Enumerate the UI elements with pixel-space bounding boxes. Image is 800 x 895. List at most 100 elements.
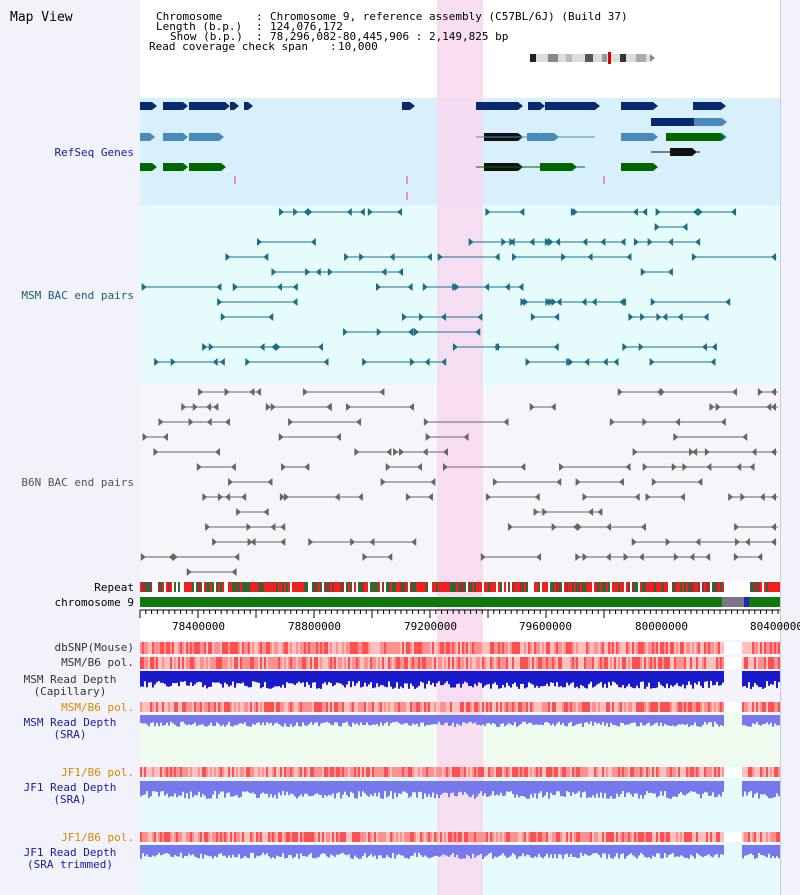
bac-end-marker [485, 493, 491, 501]
depth-bar [378, 671, 380, 687]
dbsnp-cell [222, 642, 224, 654]
jf1-pol-cell [394, 832, 396, 842]
jf1-pol-cell [536, 832, 538, 842]
depth-bar [714, 845, 716, 856]
depth-bar [578, 715, 580, 724]
depth-bar [584, 671, 586, 688]
repeat-segment [420, 582, 422, 592]
depth-bar [530, 845, 532, 858]
depth-bar [296, 781, 298, 799]
bac-end-marker [673, 433, 679, 441]
depth-bar [646, 781, 648, 792]
msm-pol-sra-cell [688, 702, 690, 712]
jf1-pol-cell [326, 767, 328, 777]
depth-bar [552, 671, 554, 683]
jf1-pol-cell [354, 767, 356, 777]
msm-pol-sra-cell [752, 702, 754, 712]
jf1-pol-cell [418, 832, 420, 842]
depth-bar [478, 845, 480, 856]
bac-end-marker [231, 568, 237, 576]
bac-end-marker [654, 223, 660, 231]
depth-bar [530, 781, 532, 795]
jf1-pol-cell [716, 767, 718, 777]
msm-pol-cell [274, 657, 276, 669]
jf1-pol-cell [618, 832, 620, 842]
depth-bar [200, 781, 202, 798]
depth-bar [216, 781, 218, 799]
depth-bar [586, 715, 588, 723]
repeat-segment [762, 582, 764, 592]
dbsnp-cell [340, 642, 342, 654]
depth-bar [410, 671, 412, 684]
msm-pol-sra-cell [298, 702, 300, 712]
depth-bar [170, 715, 172, 722]
track-label-msm-bac[interactable]: MSM BAC end pairs [21, 289, 134, 302]
dbsnp-cell [152, 642, 154, 654]
msm-pol-cell [398, 657, 400, 669]
msm-pol-sra-cell [164, 702, 166, 712]
depth-bar [694, 715, 696, 723]
msm-pol-sra-cell [726, 702, 728, 712]
jf1-pol-cell [502, 832, 504, 842]
depth-bar [660, 715, 662, 723]
depth-bar [244, 845, 246, 857]
depth-bar [176, 845, 178, 857]
repeat-segment [768, 582, 770, 592]
msm-pol-cell [434, 657, 436, 669]
msm-pol-sra-cell [274, 702, 276, 712]
msm-pol-sra-cell [562, 702, 564, 712]
repeat-segment [146, 582, 148, 592]
dbsnp-cell [714, 642, 716, 654]
msm-pol-cell [450, 657, 452, 669]
depth-bar [614, 671, 616, 683]
bac-end-marker [408, 328, 414, 336]
depth-bar [256, 781, 258, 799]
msm-pol-cell [420, 657, 422, 669]
depth-bar [628, 781, 630, 793]
dbsnp-cell [514, 642, 516, 654]
depth-bar [394, 845, 396, 859]
jf1-pol-cell [524, 832, 526, 842]
repeat-segment [262, 582, 264, 592]
track-label-refseq[interactable]: RefSeq Genes [54, 146, 134, 159]
jf1-pol-cell [512, 767, 514, 777]
jf1-pol-cell [546, 832, 548, 842]
repeat-segment [424, 582, 426, 592]
dbsnp-cell [512, 642, 514, 654]
jf1-pol-cell [714, 767, 716, 777]
repeat-segment [222, 582, 224, 592]
depth-bar [526, 715, 528, 724]
jf1-pol-cell [438, 832, 440, 842]
jf1-pol-cell [574, 767, 576, 777]
jf1-pol-cell [268, 832, 270, 842]
dbsnp-cell [478, 642, 480, 654]
depth-bar [186, 781, 188, 794]
track-label-jf1-depth-trimmed-sub: (SRA trimmed) [26, 858, 114, 871]
dbsnp-cell [510, 642, 512, 654]
depth-bar [236, 781, 238, 796]
msm-pol-cell [292, 657, 294, 669]
depth-bar [484, 671, 486, 686]
jf1-pol-cell [186, 832, 188, 842]
jf1-pol-cell [452, 832, 454, 842]
track-label-b6n-bac[interactable]: B6N BAC end pairs [21, 476, 134, 489]
dbsnp-cell [528, 642, 530, 654]
depth-bar [566, 715, 568, 727]
jf1-pol-cell [320, 767, 322, 777]
jf1-pol-cell [608, 767, 610, 777]
depth-bar [544, 671, 546, 686]
repeat-segment [530, 582, 532, 592]
jf1-pol-cell [590, 767, 592, 777]
depth-bar [524, 781, 526, 798]
depth-bar [640, 715, 642, 723]
dbsnp-cell [358, 642, 360, 654]
bac-end-marker [397, 208, 403, 216]
depth-bar [226, 845, 228, 858]
gene-arrow [234, 102, 239, 110]
depth-bar [588, 715, 590, 725]
chromosome-gap [722, 597, 744, 607]
depth-bar [750, 671, 752, 689]
bac-end-marker [326, 403, 332, 411]
msm-pol-cell [752, 657, 754, 669]
